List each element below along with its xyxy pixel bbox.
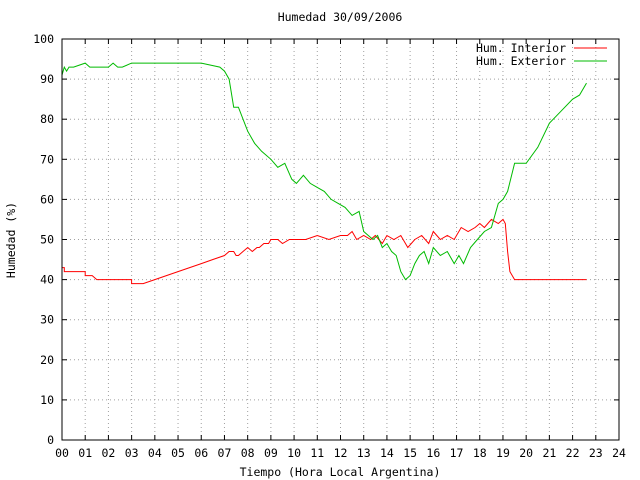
x-tick-label: 06 bbox=[194, 446, 208, 460]
x-tick-label: 22 bbox=[566, 446, 580, 460]
grid bbox=[62, 39, 619, 440]
x-tick-label: 15 bbox=[403, 446, 417, 460]
y-tick-label: 0 bbox=[47, 433, 54, 447]
y-tick-label: 50 bbox=[40, 233, 54, 247]
y-tick-label: 20 bbox=[40, 353, 54, 367]
chart-title: Humedad 30/09/2006 bbox=[278, 10, 403, 24]
x-axis-label: Tiempo (Hora Local Argentina) bbox=[240, 465, 441, 479]
legend-label-exterior: Hum. Exterior bbox=[476, 54, 566, 68]
x-tick-label: 21 bbox=[542, 446, 556, 460]
x-tick-label: 10 bbox=[287, 446, 301, 460]
y-tick-label: 10 bbox=[40, 393, 54, 407]
x-tick-label: 19 bbox=[496, 446, 510, 460]
x-tick-label: 07 bbox=[218, 446, 232, 460]
series-line-exterior bbox=[61, 62, 587, 281]
x-tick-label: 04 bbox=[148, 446, 162, 460]
x-tick-label: 05 bbox=[171, 446, 185, 460]
x-tick-label: 23 bbox=[589, 446, 603, 460]
x-tick-label: 12 bbox=[334, 446, 348, 460]
x-tick-label: 16 bbox=[426, 446, 440, 460]
x-tick-label: 00 bbox=[55, 446, 69, 460]
x-tick-label: 24 bbox=[612, 446, 626, 460]
ticks bbox=[61, 38, 620, 441]
x-tick-labels: 00 01 02 03 04 05 06 07 08 09 10 11 12 13 14 15 16 17 18 19… bbox=[55, 446, 626, 460]
x-tick-label: 09 bbox=[264, 446, 278, 460]
y-tick-label: 60 bbox=[40, 192, 54, 206]
y-tick-label: 90 bbox=[40, 72, 54, 86]
y-tick-label: 70 bbox=[40, 152, 54, 166]
y-axis-label: Humedad (%) bbox=[4, 202, 18, 278]
y-tick-label: 40 bbox=[40, 273, 54, 287]
y-tick-label: 30 bbox=[40, 313, 54, 327]
legend: Hum. Interior Hum. Exterior bbox=[476, 41, 607, 68]
series-layer bbox=[61, 62, 587, 285]
x-tick-label: 08 bbox=[241, 446, 255, 460]
y-tick-labels: 0 10 20 30 40 50 60 70 80 90 100 bbox=[33, 32, 54, 447]
x-tick-label: 11 bbox=[310, 446, 324, 460]
x-tick-label: 17 bbox=[450, 446, 464, 460]
legend-label-interior: Hum. Interior bbox=[476, 41, 566, 55]
x-tick-label: 20 bbox=[519, 446, 533, 460]
x-tick-label: 03 bbox=[125, 446, 139, 460]
x-tick-label: 13 bbox=[357, 446, 371, 460]
y-tick-label: 80 bbox=[40, 112, 54, 126]
x-tick-label: 14 bbox=[380, 446, 394, 460]
x-tick-label: 18 bbox=[473, 446, 487, 460]
x-tick-label: 02 bbox=[101, 446, 115, 460]
y-tick-label: 100 bbox=[33, 32, 54, 46]
x-tick-label: 01 bbox=[78, 446, 92, 460]
series-line-interior bbox=[62, 218, 587, 285]
